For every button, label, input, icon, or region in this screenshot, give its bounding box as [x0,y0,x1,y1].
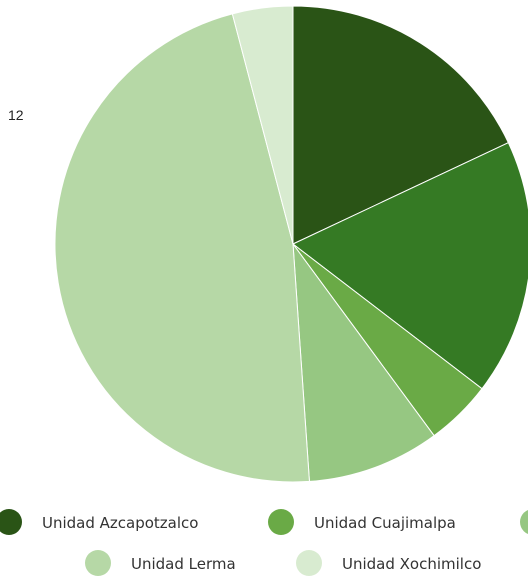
stray-label: 12 [8,107,24,123]
legend-marker-2 [268,509,294,535]
pie-slice-6 [231,5,294,245]
legend-marker-4 [85,550,111,576]
pie-slices [54,5,528,483]
legend-label-5: Unidad Xochimilco [342,555,481,573]
pie-slice-5 [54,13,310,483]
legend: Unidad Azcapotzalco Unidad Cuajimalpa Unid… [0,509,528,576]
pie-slice-4 [292,242,435,482]
pie-slice-2 [292,141,528,390]
legend-marker-5 [296,550,322,576]
pie-slice-1 [292,5,510,245]
legend-label-4: Unidad Lerma [131,555,236,573]
legend-marker-1 [0,509,22,535]
legend-marker-3 [520,510,528,534]
legend-label-2: Unidad Cuajimalpa [314,514,456,532]
legend-label-1: Unidad Azcapotzalco [42,514,198,532]
